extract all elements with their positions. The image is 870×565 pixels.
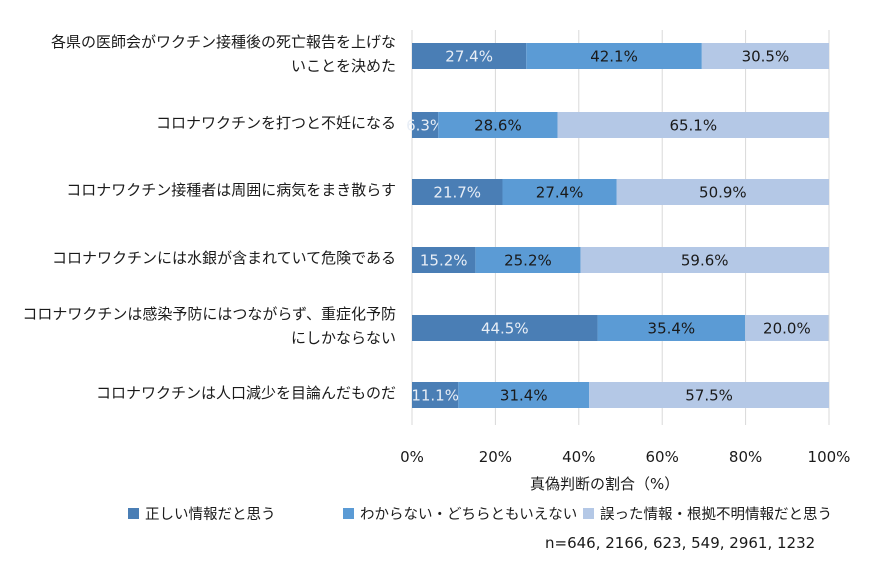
x-axis-label: 真偽判断の割合（%） xyxy=(530,475,680,493)
category-label: コロナワクチンには水銀が含まれていて危険である xyxy=(52,249,396,267)
bar-segment-3 xyxy=(745,315,829,341)
bar-data-label: 42.1% xyxy=(590,48,638,66)
legend-item-correct: 正しい情報だと思う xyxy=(128,503,276,524)
bar-data-label: 50.9% xyxy=(699,184,747,202)
bar-segment-1 xyxy=(412,112,439,138)
category-label: 各県の医師会がワクチン接種後の死亡報告を上げな いことを決めた xyxy=(50,33,396,75)
bar-data-label: 6.3% xyxy=(406,117,444,135)
bar-segment-1 xyxy=(412,43,527,69)
bar-segment-2 xyxy=(438,112,558,138)
legend-item-false: 誤った情報・根拠不明情報だと思う xyxy=(583,503,832,524)
legend: 正しい情報だと思う わからない・どちらともいえない 誤った情報・根拠不明情報だと… xyxy=(0,503,870,527)
bar-data-label: 27.4% xyxy=(445,48,493,66)
x-tick-label: 60% xyxy=(646,448,679,466)
bar-segment-1 xyxy=(412,315,598,341)
bar-data-label: 27.4% xyxy=(536,184,584,202)
bar-segment-1 xyxy=(412,247,476,273)
legend-label-false: 誤った情報・根拠不明情報だと思う xyxy=(600,507,832,523)
bar-data-label: 11.1% xyxy=(411,387,459,405)
x-tick-label: 80% xyxy=(729,448,762,466)
legend-swatch-correct xyxy=(128,508,139,519)
bar-data-label: 57.5% xyxy=(685,387,733,405)
bar-segment-2 xyxy=(458,382,590,408)
x-tick-label: 0% xyxy=(400,448,424,466)
legend-swatch-unsure xyxy=(343,508,354,519)
bar-data-label: 65.1% xyxy=(669,117,717,135)
category-label: コロナワクチン接種者は周囲に病気をまき散らす xyxy=(66,181,396,199)
bar-data-label: 21.7% xyxy=(433,184,481,202)
bar-data-label: 59.6% xyxy=(681,252,729,270)
bar-segment-3 xyxy=(557,112,829,138)
legend-label-unsure: わからない・どちらともいえない xyxy=(360,507,578,523)
bar-data-label: 20.0% xyxy=(763,320,811,338)
x-tick-label: 100% xyxy=(808,448,851,466)
bar-data-label: 30.5% xyxy=(742,48,790,66)
x-tick-label: 20% xyxy=(479,448,512,466)
category-label: コロナワクチンは感染予防にはつながらず、重症化予防 にしかならない xyxy=(22,305,396,347)
legend-item-unsure: わからない・どちらともいえない xyxy=(343,503,577,524)
bar-data-label: 25.2% xyxy=(504,252,552,270)
bar-segment-2 xyxy=(597,315,746,341)
bar-segment-1 xyxy=(412,382,459,408)
bar-segment-2 xyxy=(475,247,581,273)
bar-data-label: 28.6% xyxy=(474,117,522,135)
category-label: コロナワクチンを打つと不妊になる xyxy=(155,114,396,132)
bar-data-label: 44.5% xyxy=(481,320,529,338)
bar-data-label: 31.4% xyxy=(500,387,548,405)
bar-segment-1 xyxy=(412,179,503,205)
bar-segment-3 xyxy=(580,247,829,273)
sample-size-note: n=646, 2166, 623, 549, 2961, 1232 xyxy=(545,534,816,552)
bar-data-label: 15.2% xyxy=(420,252,468,270)
bar-segment-3 xyxy=(701,43,829,69)
bar-segment-3 xyxy=(616,179,829,205)
category-label: コロナワクチンは人口減少を目論んだものだ xyxy=(95,384,396,402)
x-tick-label: 40% xyxy=(562,448,595,466)
legend-swatch-false xyxy=(583,508,594,519)
bar-segment-2 xyxy=(502,179,617,205)
bar-segment-2 xyxy=(526,43,702,69)
legend-label-correct: 正しい情報だと思う xyxy=(145,507,276,523)
bar-data-label: 35.4% xyxy=(648,320,696,338)
bar-segment-3 xyxy=(589,382,829,408)
